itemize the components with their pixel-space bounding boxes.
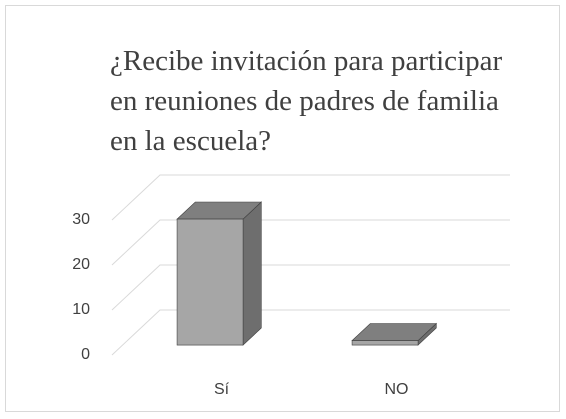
bar bbox=[176, 201, 263, 346]
chart-title: ¿Recibe invitación para participar bbox=[110, 45, 502, 77]
x-tick-label: Sí bbox=[214, 381, 230, 398]
y-tick-label: 10 bbox=[72, 301, 90, 318]
bar-front bbox=[176, 218, 244, 346]
x-tick-label: NO bbox=[385, 381, 409, 398]
chart-border bbox=[5, 5, 560, 412]
grid-line bbox=[111, 174, 510, 221]
grid-line bbox=[111, 309, 510, 356]
chart-title: en reuniones de padres de familia bbox=[110, 85, 499, 117]
y-tick-label: 0 bbox=[81, 346, 90, 363]
bar-front bbox=[351, 340, 419, 346]
y-tick-label: 20 bbox=[72, 256, 90, 273]
grid-line bbox=[111, 219, 510, 266]
chart-title: en la escuela? bbox=[110, 125, 271, 157]
y-tick-label: 30 bbox=[72, 211, 90, 228]
grid-line bbox=[111, 264, 510, 311]
bar bbox=[351, 322, 438, 346]
bar-side bbox=[242, 201, 262, 346]
